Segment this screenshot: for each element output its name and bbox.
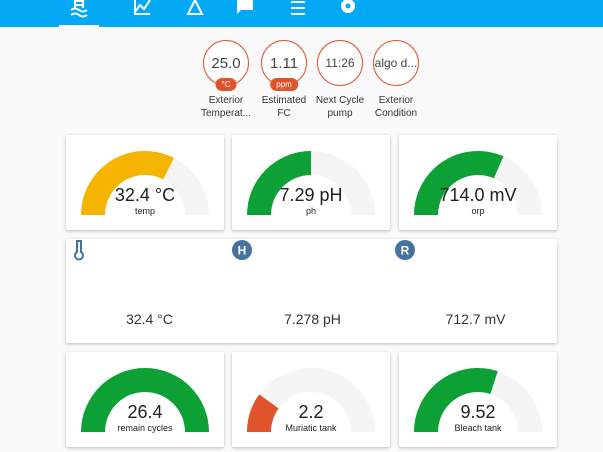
badge-value: 1.11 (269, 54, 299, 72)
state-badge[interactable]: algo d... Exterior Condition (369, 40, 423, 120)
svg-text:H: H (238, 244, 247, 258)
gauge (81, 151, 209, 215)
entity-item[interactable]: R 712.7 mV (394, 239, 557, 327)
gauge-value: 714.0 mV (439, 185, 517, 205)
state-badge[interactable]: 1.11 ppm Estimated FC (257, 40, 311, 120)
gauge (414, 151, 542, 215)
message-alert-icon (237, 0, 253, 14)
gauge-fill (414, 151, 504, 215)
gauge-card[interactable]: 26.4 remain cycles (66, 352, 224, 447)
entities-card: 32.4 °C H 7.278 pH R 712.7 mV (66, 239, 557, 343)
gauge-value: 9.52 (460, 402, 496, 422)
gauge-card[interactable]: 32.4 °C temp (66, 135, 224, 230)
entity-value: 712.7 mV (445, 311, 506, 327)
gauge-name: remain cycles (117, 423, 173, 433)
badge-unit: °C (215, 78, 237, 91)
gauge-card[interactable]: 9.52 Bleach tank (399, 352, 557, 447)
tab-history[interactable] (122, 0, 162, 27)
gauge-value: 7.29 pH (279, 185, 343, 205)
gauge-card[interactable]: 7.29 pH ph (232, 135, 390, 230)
badge-value: algo d... (374, 56, 418, 70)
gauge-fill (247, 151, 311, 215)
chart-line-icon (134, 0, 151, 15)
entity-value: 7.278 pH (284, 311, 341, 327)
state-badge[interactable]: 11:26 Next Cycle pump (313, 40, 367, 120)
badge-label: Exterior Temperat... (200, 95, 252, 119)
badge-circle: algo d... (373, 40, 419, 86)
top-tab-bar (0, 0, 603, 27)
gauge (247, 151, 375, 215)
badge-circle: 25.0 °C (203, 40, 249, 91)
tab-map[interactable] (175, 0, 215, 27)
gauge-name: Bleach tank (454, 423, 502, 433)
gauge-name: Muriatic tank (285, 423, 337, 433)
entity-item[interactable]: 32.4 °C (68, 239, 231, 327)
badge-circle: 11:26 (317, 40, 363, 86)
svg-text:R: R (401, 244, 410, 258)
thermometer-icon (74, 240, 84, 261)
gauge-track (247, 368, 375, 432)
gauge-fill (81, 151, 175, 215)
gauge-value: 26.4 (127, 402, 163, 422)
gauge (81, 368, 209, 432)
gauge-value: 32.4 °C (114, 185, 176, 205)
tab-settings[interactable] (278, 0, 318, 27)
badge-value: 25.0 (211, 54, 241, 72)
tab-config[interactable] (328, 0, 368, 27)
pool-icon (70, 0, 88, 18)
gauge-card[interactable]: 2.2 Muriatic tank (232, 352, 390, 447)
state-badge[interactable]: 25.0 °C Exterior Temperat... (199, 40, 253, 120)
gauge-fill (247, 394, 279, 432)
alpha-h-circle-icon: H (232, 240, 252, 260)
tune-icon (291, 1, 305, 15)
gauge-card[interactable]: 714.0 mV orp (399, 135, 557, 230)
badge-label: Estimated FC (261, 95, 307, 119)
gauge-value: 2.2 (298, 402, 324, 422)
entity-value: 32.4 °C (126, 311, 173, 327)
badge-unit: ppm (270, 78, 298, 91)
entity-item[interactable]: H 7.278 pH (231, 239, 394, 327)
gauge (247, 368, 375, 432)
gauge (414, 368, 542, 432)
gauge-name: temp (134, 206, 155, 216)
badge-value: 11:26 (325, 56, 355, 70)
gauge-fill (81, 368, 209, 432)
tab-logbook[interactable] (225, 0, 265, 27)
gauge-name: orp (471, 206, 485, 216)
cog-icon (341, 0, 355, 13)
badge-label: Exterior Condition (374, 95, 418, 119)
gauge-fill (414, 368, 498, 432)
image-filter-hdr-icon (186, 0, 204, 15)
badge-label: Next Cycle pump (315, 95, 365, 119)
badge-circle: 1.11 ppm (261, 40, 307, 91)
gauge-name: ph (305, 206, 316, 216)
alpha-r-circle-icon: R (395, 240, 415, 260)
tab-pool[interactable] (59, 0, 99, 27)
